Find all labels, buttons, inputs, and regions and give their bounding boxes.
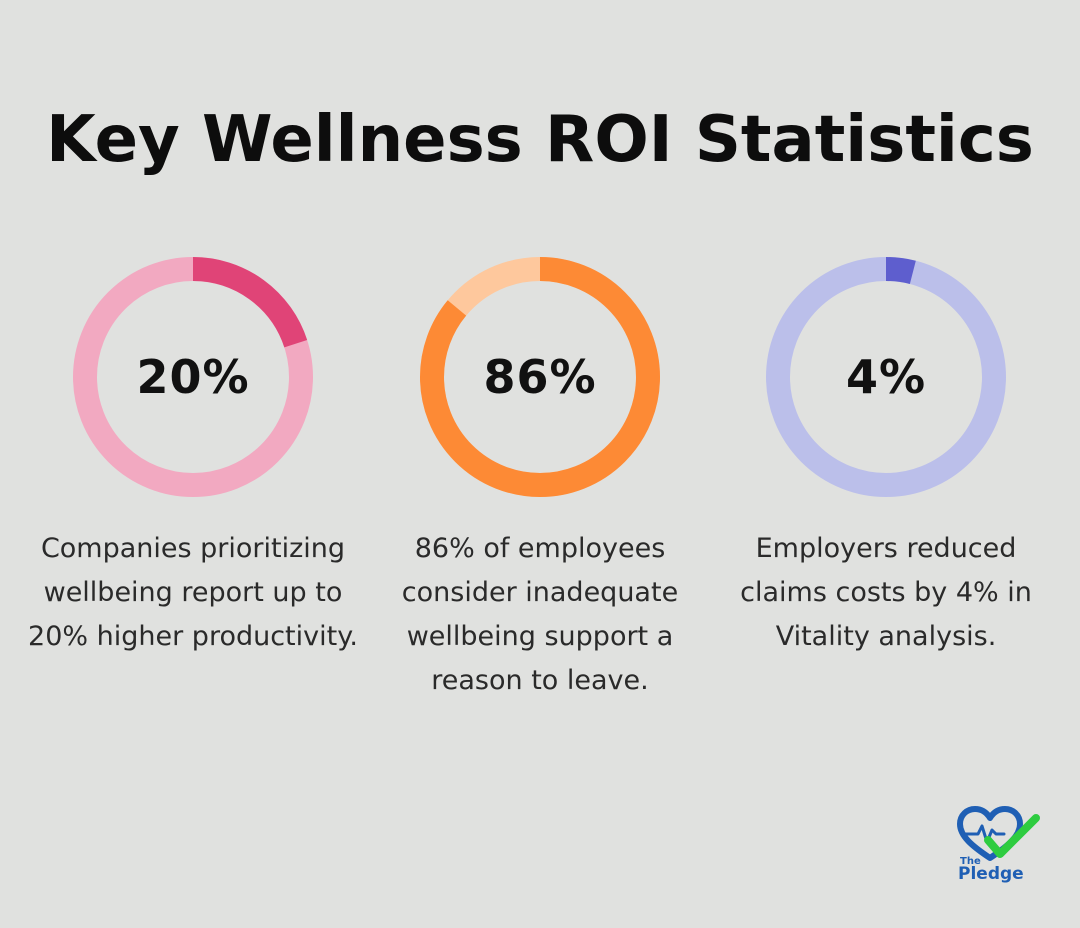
donut-svg — [420, 257, 660, 497]
stat-description: Employers reduced claims costs by 4% in … — [740, 533, 1032, 652]
logo-text-pledge: Pledge — [958, 864, 1024, 884]
brand-logo: The Pledge — [952, 806, 1044, 888]
donut-chart: 4% — [766, 257, 1006, 497]
donut-value-label: 4% — [845, 350, 927, 404]
stat-description: Companies prioritizing wellbeing report … — [28, 533, 358, 652]
stat-description: 86% of employees consider inadequate wel… — [401, 533, 679, 696]
donut-svg — [766, 257, 1006, 497]
donut-svg — [73, 257, 313, 497]
donut-value-label: 86% — [483, 350, 597, 404]
page-title: Key Wellness ROI Statistics — [46, 103, 1034, 177]
heart-check-icon — [957, 806, 1040, 861]
donut-chart: 20% — [73, 257, 313, 497]
donut-value-slice — [766, 257, 1006, 497]
donut-chart: 86% — [420, 257, 660, 497]
donut-value-slice — [420, 257, 660, 497]
stat-card-retention: 86% 86% of employees consider inadequate… — [367, 257, 713, 703]
stat-card-claims: 4% Employers reduced claims costs by 4% … — [713, 257, 1059, 659]
donut-value-slice — [73, 257, 313, 497]
donut-value-label: 20% — [136, 350, 250, 404]
stat-card-productivity: 20% Companies prioritizing wellbeing rep… — [20, 257, 366, 659]
logo-text-the: The — [960, 856, 981, 867]
